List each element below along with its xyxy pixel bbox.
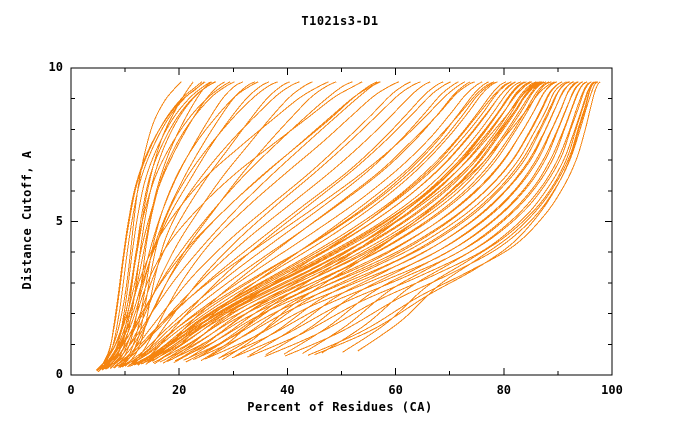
curve-line <box>106 81 329 370</box>
curve-line <box>264 81 595 358</box>
curve-line <box>121 81 278 368</box>
curve-line <box>235 81 571 357</box>
curve-line <box>108 81 313 368</box>
curve-line <box>152 81 545 364</box>
curve-line <box>307 81 601 356</box>
curve-line <box>221 81 567 358</box>
curve-line <box>131 81 421 367</box>
curve-line <box>98 81 206 372</box>
curve-line <box>357 81 598 352</box>
curve-line <box>167 81 556 362</box>
curve-line <box>139 81 507 364</box>
curve-line <box>145 81 475 365</box>
x-tick-label: 80 <box>496 383 512 397</box>
curve-line <box>105 81 216 370</box>
curve-line <box>99 81 212 370</box>
curve-line <box>185 81 541 363</box>
curve-line <box>135 81 498 365</box>
curve-line <box>163 81 537 361</box>
y-tick-label: 0 <box>55 367 63 381</box>
x-tick-label: 0 <box>67 383 75 397</box>
x-tick-label: 60 <box>388 383 403 397</box>
curve-line <box>97 81 205 373</box>
axes-group <box>70 67 613 376</box>
curve-line <box>193 81 575 361</box>
curve-line <box>107 81 381 369</box>
curve-line <box>125 81 471 366</box>
x-axis-label: Percent of Residues (CA) <box>247 400 433 414</box>
x-tick-label: 20 <box>171 383 187 397</box>
page-title: T1021s3-D1 <box>301 14 379 28</box>
curve-line <box>173 81 527 364</box>
curve-line <box>133 81 512 366</box>
curve-line <box>265 81 578 356</box>
x-tick-label: 100 <box>601 383 623 397</box>
curve-line <box>129 81 516 367</box>
curve-line <box>159 81 550 363</box>
curve-line <box>122 81 459 367</box>
x-tick-label: 40 <box>280 383 295 397</box>
curve-series-group <box>95 81 601 373</box>
curve-line <box>128 81 489 367</box>
curve-line <box>134 81 533 366</box>
curve-line <box>187 81 552 359</box>
curve-line <box>119 81 380 368</box>
curve-line <box>200 81 540 362</box>
curve-line <box>154 81 495 365</box>
curve-line <box>110 81 363 369</box>
curve-line <box>342 81 595 353</box>
y-tick-label: 5 <box>55 213 63 228</box>
curve-line <box>136 81 525 365</box>
curve-line <box>113 81 235 369</box>
curve-line <box>112 81 466 369</box>
curve-line <box>117 81 444 367</box>
curve-line <box>283 81 584 355</box>
y-axis-label: Distance Cutoff, A <box>20 150 34 290</box>
curve-line <box>162 81 512 364</box>
curve-line <box>302 81 588 354</box>
y-tick-label: 10 <box>48 60 63 74</box>
curve-line <box>142 81 543 365</box>
curve-line <box>109 81 217 370</box>
curve-line <box>103 81 231 370</box>
curve-line <box>137 81 452 366</box>
curve-line <box>222 81 555 361</box>
curve-line <box>217 81 584 359</box>
curve-line <box>121 81 495 368</box>
curve-line <box>115 81 411 367</box>
curve-line <box>321 81 592 354</box>
curve-line <box>126 81 400 368</box>
curve-line <box>118 81 259 368</box>
curve-line <box>208 81 563 358</box>
curve-line <box>249 81 574 356</box>
